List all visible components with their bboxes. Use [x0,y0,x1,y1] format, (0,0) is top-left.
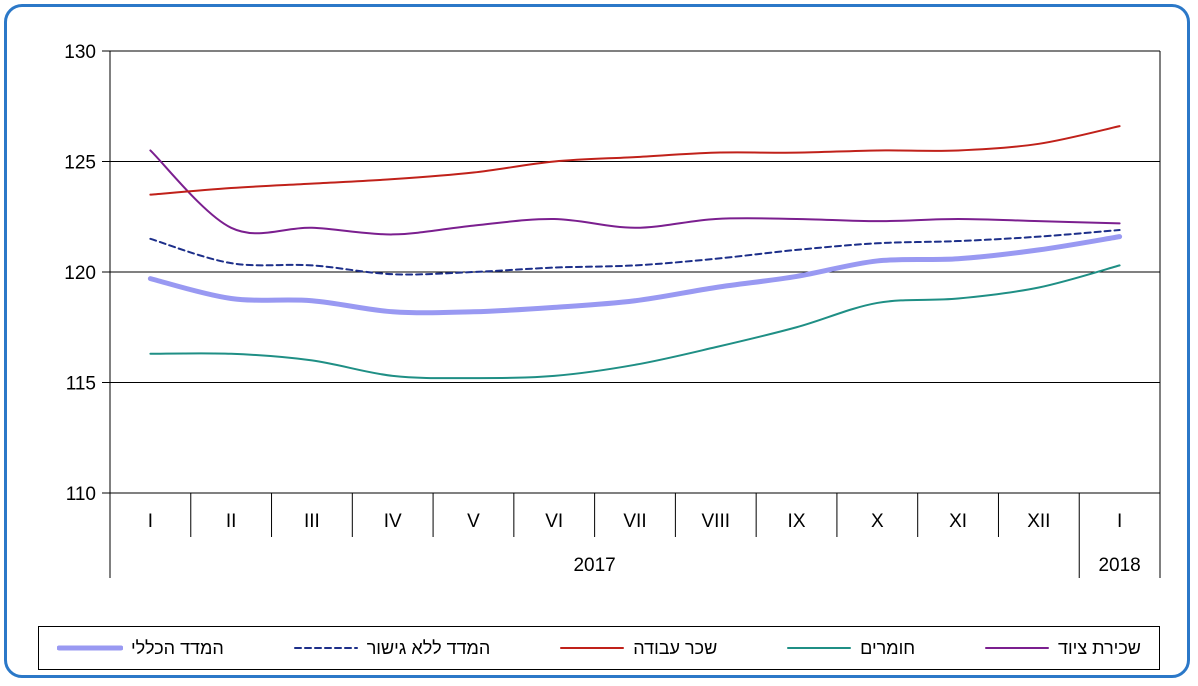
x-tick-label: IV [384,511,402,532]
y-tick-label: 125 [64,153,96,174]
series-line-2 [149,125,1121,196]
x-tick-label: III [304,511,320,532]
legend-item: שכירת ציוד [984,638,1141,659]
x-tick-label: IX [788,511,806,532]
legend-swatch [985,647,1050,649]
legend-label: שכר עבודה [633,637,718,658]
series-lines [147,125,1123,380]
x-tick-label: II [226,511,237,532]
legend-label: המדד הכללי [131,637,224,658]
year-label-2018: 2018 [1098,555,1140,576]
legend-item: שכר עבודה [559,638,717,659]
legend-swatch [560,647,625,649]
legend-item: המדד ללא גישור [293,637,491,659]
legend-label: המדד ללא גישור [366,637,491,658]
series-line-4 [147,234,1123,316]
axes [102,50,1161,578]
legend-swatch [293,647,358,649]
legend-label: שכירת ציוד [1058,637,1141,658]
x-tick-label: X [871,511,884,532]
y-tick-label: 110 [66,484,96,505]
chart-frame [4,4,1190,678]
x-tick-label: I [148,511,153,532]
x-tick-label: VIII [702,511,731,532]
legend-swatch [57,645,123,651]
x-tick-label: VII [623,511,646,532]
year-label-2017: 2017 [573,555,615,576]
legend-swatch [787,647,852,649]
legend-label: חומרים [860,637,916,658]
x-tick-label: XII [1027,511,1050,532]
y-tick-label: 130 [64,42,96,63]
series-line-1 [149,264,1121,380]
y-tick-label: 115 [66,374,96,395]
legend: שכירת ציוד חומרים שכר עבודה המדד ללא גישור ה… [38,626,1160,670]
x-tick-label: V [467,511,480,532]
legend-item: המדד הכללי [57,638,224,659]
series-line-3 [149,229,1121,276]
x-tick-label: I [1117,511,1122,532]
x-tick-label: XI [949,511,967,532]
x-tick-label: VI [545,511,563,532]
series-line-0 [149,149,1121,236]
grid-lines [110,50,1160,494]
legend-item: חומרים [786,638,915,659]
y-tick-label: 120 [64,263,96,284]
